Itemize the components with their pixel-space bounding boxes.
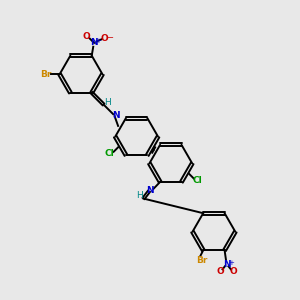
Text: Cl: Cl (105, 149, 115, 158)
Text: O: O (216, 267, 224, 276)
Text: Br: Br (196, 256, 207, 265)
Text: N: N (90, 38, 98, 47)
Text: O: O (101, 34, 108, 43)
Text: O: O (83, 32, 91, 41)
Text: H: H (104, 98, 111, 107)
Text: Cl: Cl (193, 176, 202, 185)
Text: +: + (228, 260, 234, 266)
Text: +: + (96, 38, 101, 44)
Text: Br: Br (40, 70, 52, 79)
Text: O: O (230, 267, 238, 276)
Text: H: H (136, 191, 143, 200)
Text: N: N (112, 110, 119, 119)
Text: −: − (106, 33, 113, 42)
Text: N: N (223, 260, 230, 269)
Text: N: N (146, 186, 154, 195)
